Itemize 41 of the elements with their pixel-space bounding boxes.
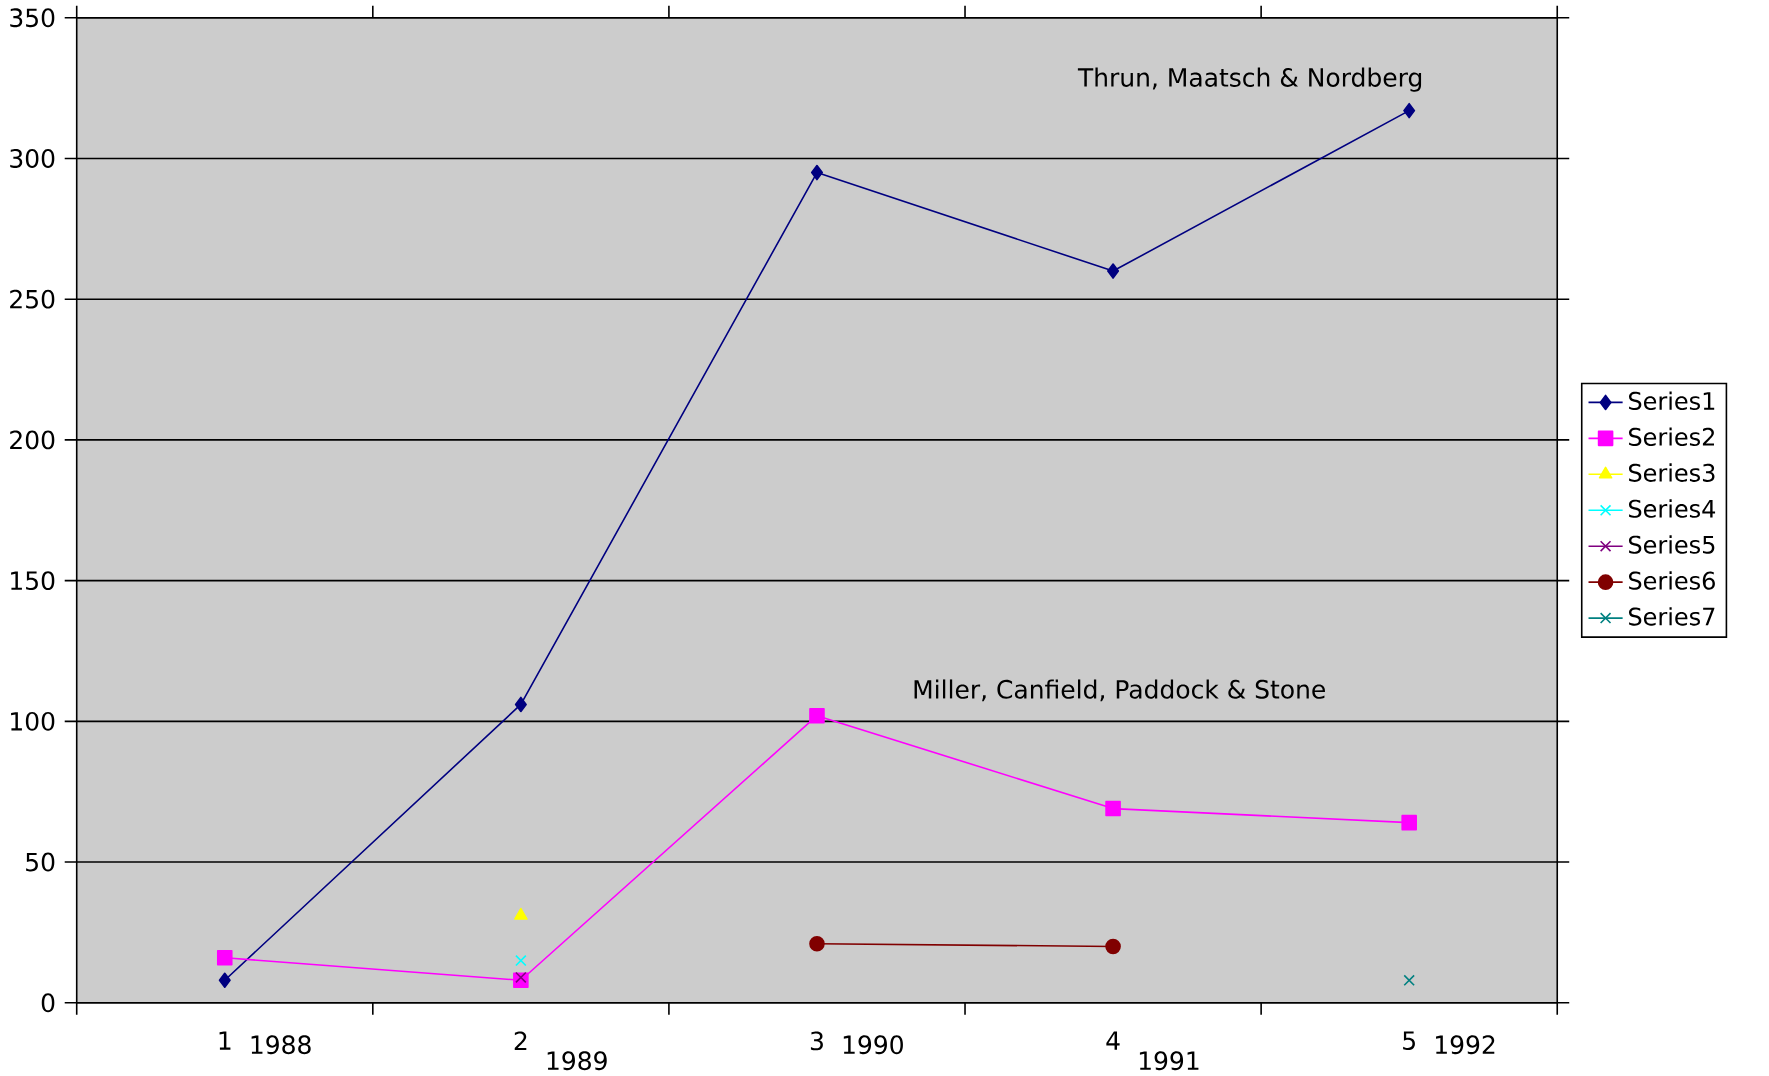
y-tick-label: 300 (10, 149, 55, 169)
point (515, 954, 527, 967)
annotation: Thrun, Maatsch & Nordberg (1077, 67, 1422, 92)
x-tick-label: 1 (219, 1031, 231, 1050)
point (1105, 938, 1121, 955)
annotation: Miller, Canfield, Paddock & Stone (914, 679, 1325, 702)
point (216, 950, 233, 966)
legend-label: Series2 (1629, 427, 1714, 447)
legend-label: Series3 (1629, 463, 1715, 483)
legend-label: Series5 (1629, 535, 1715, 554)
x-tick-label: 2 (514, 1031, 527, 1051)
y-tick-label: 200 (10, 430, 55, 450)
y-tick-label: 50 (26, 852, 55, 872)
text: 1989 (547, 1051, 607, 1071)
point (1105, 800, 1121, 817)
point (515, 971, 527, 984)
x-tick-label: 4 (1106, 1031, 1120, 1050)
y-tick-label: 350 (10, 8, 55, 28)
x-tick-label: 5 (1403, 1031, 1415, 1051)
point (1401, 815, 1417, 831)
legend-label: Series6 (1629, 571, 1715, 590)
text: 1988 (251, 1035, 311, 1055)
legend-label: Series7 (1629, 607, 1715, 626)
legend-label: Series4 (1629, 499, 1716, 518)
y-tick-label: 0 (41, 993, 55, 1013)
point (809, 936, 825, 952)
y-tick-label: 150 (11, 571, 55, 591)
y-tick-label: 250 (10, 289, 55, 309)
y-tick-label: 100 (11, 712, 55, 731)
point (218, 972, 231, 989)
point (1403, 974, 1415, 987)
text: 1991 (1139, 1051, 1199, 1071)
point (1107, 263, 1120, 279)
point (810, 164, 824, 181)
x-tick-label: 3 (810, 1031, 823, 1051)
point (1403, 102, 1416, 119)
text: 1990 (843, 1035, 903, 1055)
legend-label: Series1 (1629, 391, 1715, 411)
point (514, 696, 527, 713)
point (809, 708, 825, 724)
text: 1992 (1436, 1035, 1495, 1055)
